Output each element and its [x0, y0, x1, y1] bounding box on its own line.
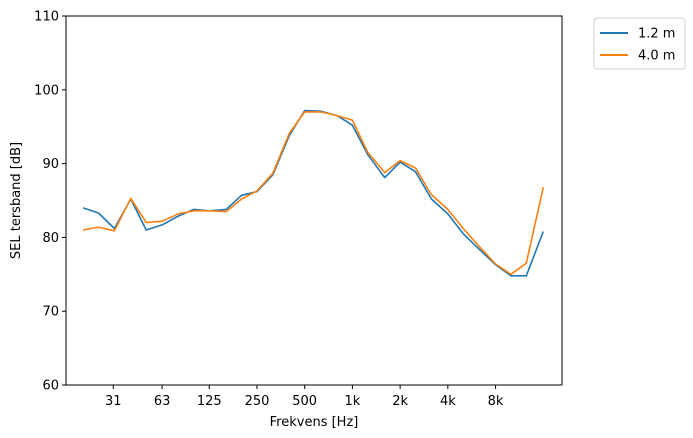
legend-label-1: 1.2 m — [638, 27, 675, 42]
legend-box — [593, 17, 686, 70]
y-tick-label: 70 — [42, 305, 59, 320]
plot-frame — [65, 15, 563, 386]
x-axis-ticks: 31 63 125 250 500 1k 2k 4k 8k — [105, 385, 504, 409]
legend-label-2: 4.0 m — [638, 49, 675, 64]
y-axis-ticks: 60 70 80 90 100 110 — [34, 10, 66, 394]
y-tick-label: 90 — [42, 157, 59, 172]
y-axis-label: SEL tersband [dB] — [9, 142, 24, 259]
x-tick-label: 63 — [154, 394, 171, 409]
x-tick-label: 250 — [245, 394, 270, 409]
series-line-2 — [82, 111, 545, 276]
y-tick-label: 110 — [34, 10, 59, 25]
x-tick-label: 1k — [345, 394, 361, 409]
x-tick-label: 500 — [292, 394, 317, 409]
x-tick-label: 4k — [440, 394, 456, 409]
x-tick-label: 31 — [105, 394, 122, 409]
legend: 1.2 m 4.0 m — [593, 17, 686, 70]
y-tick-label: 80 — [42, 231, 59, 246]
x-tick-label: 8k — [488, 394, 504, 409]
x-tick-label: 2k — [392, 394, 408, 409]
y-tick-label: 60 — [42, 379, 59, 394]
x-axis-label: Frekvens [Hz] — [270, 415, 359, 430]
x-tick-label: 125 — [197, 394, 222, 409]
plot-lines — [82, 109, 545, 277]
y-tick-label: 100 — [34, 83, 59, 98]
series-line-1 — [82, 109, 545, 277]
